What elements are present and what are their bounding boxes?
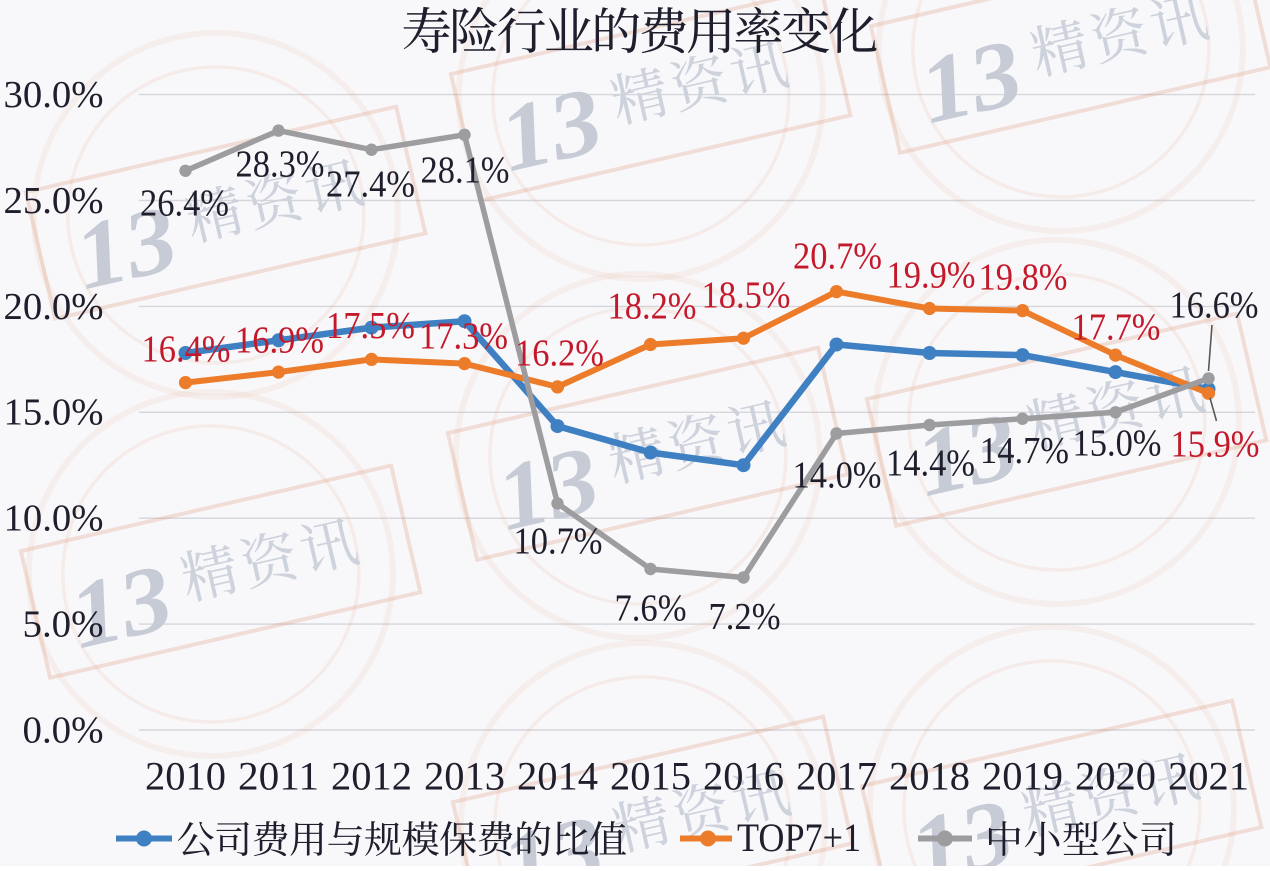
svg-text:5.0%: 5.0% [23,604,104,646]
svg-text:2019: 2019 [982,754,1063,799]
svg-text:25.0%: 25.0% [4,180,104,222]
svg-text:16.9%: 16.9% [235,319,324,361]
svg-text:16.2%: 16.2% [515,332,604,374]
svg-text:30.0%: 30.0% [4,74,104,116]
svg-text:TOP7+1: TOP7+1 [737,815,861,860]
svg-text:0.0%: 0.0% [23,709,104,751]
svg-text:14.7%: 14.7% [980,430,1069,472]
svg-text:28.1%: 28.1% [421,149,510,191]
svg-text:2018: 2018 [889,754,970,799]
svg-text:15.9%: 15.9% [1171,423,1260,465]
svg-text:2015: 2015 [610,754,691,799]
svg-text:2021: 2021 [1168,754,1249,799]
svg-text:14.4%: 14.4% [886,442,975,484]
svg-text:2020: 2020 [1075,754,1156,799]
svg-text:7.2%: 7.2% [709,596,781,638]
svg-text:17.5%: 17.5% [326,305,415,347]
svg-text:26.4%: 26.4% [140,182,229,224]
svg-text:20.0%: 20.0% [4,286,104,328]
svg-text:2017: 2017 [796,754,877,799]
svg-text:2014: 2014 [517,754,598,799]
svg-text:2016: 2016 [703,754,784,799]
svg-text:10.7%: 10.7% [514,520,603,562]
svg-text:15.0%: 15.0% [1073,422,1162,464]
svg-text:2011: 2011 [238,754,319,799]
svg-text:18.2%: 18.2% [608,285,697,327]
svg-text:27.4%: 27.4% [326,163,415,205]
svg-text:14.0%: 14.0% [793,454,882,496]
svg-text:20.7%: 20.7% [793,235,882,277]
svg-text:19.9%: 19.9% [887,254,976,296]
svg-text:2013: 2013 [424,754,505,799]
svg-text:19.8%: 19.8% [979,256,1068,298]
svg-text:18.5%: 18.5% [702,274,791,316]
svg-text:16.4%: 16.4% [142,328,231,370]
svg-text:15.0%: 15.0% [4,392,104,434]
svg-text:2012: 2012 [331,754,412,799]
svg-text:16.6%: 16.6% [1170,284,1259,326]
svg-text:17.7%: 17.7% [1072,306,1161,348]
svg-text:10.0%: 10.0% [4,498,104,540]
svg-text:7.6%: 7.6% [615,587,687,629]
svg-text:28.3%: 28.3% [236,143,325,185]
svg-text:2010: 2010 [145,754,226,799]
svg-text:17.3%: 17.3% [419,315,508,357]
